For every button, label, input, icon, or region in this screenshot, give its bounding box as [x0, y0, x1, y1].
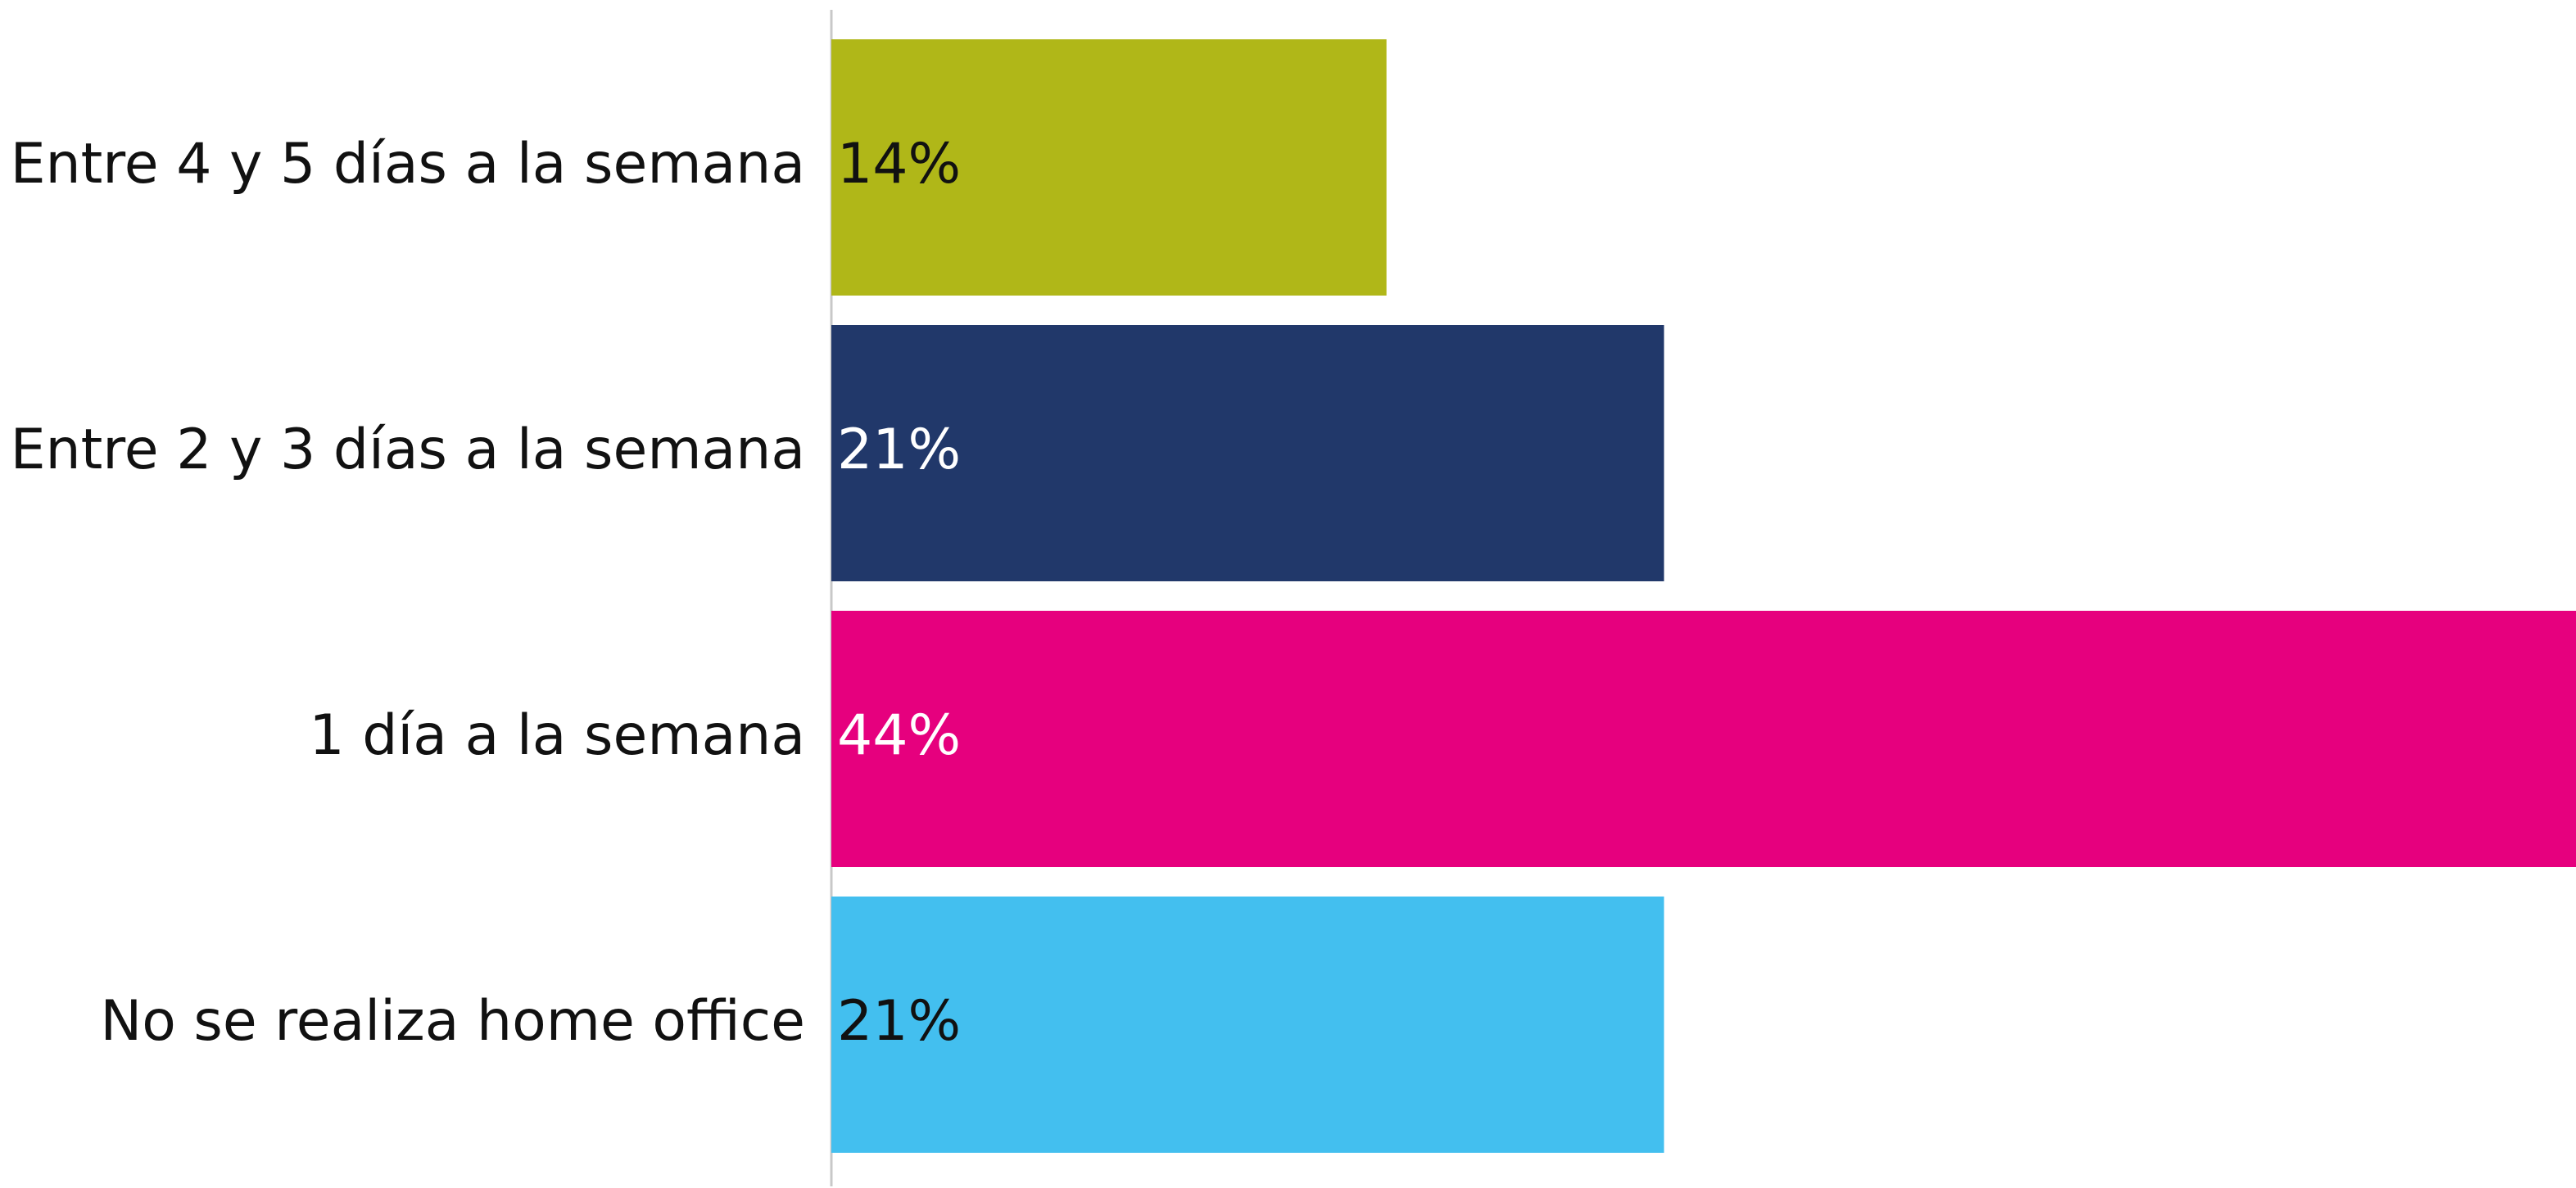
- category-label: 1 día a la semana: [309, 703, 805, 768]
- value-label: 21%: [837, 418, 961, 482]
- bar: [831, 39, 1387, 296]
- bar: [831, 897, 1664, 1153]
- bar: [831, 611, 2576, 867]
- category-label: Entre 4 y 5 días a la semana: [11, 132, 805, 196]
- value-label: 21%: [837, 989, 961, 1054]
- category-label: Entre 2 y 3 días a la semana: [11, 418, 805, 482]
- bar: [831, 325, 1664, 581]
- value-label: 14%: [837, 132, 961, 196]
- category-label: No se realiza home office: [100, 989, 805, 1054]
- value-label: 44%: [837, 703, 961, 768]
